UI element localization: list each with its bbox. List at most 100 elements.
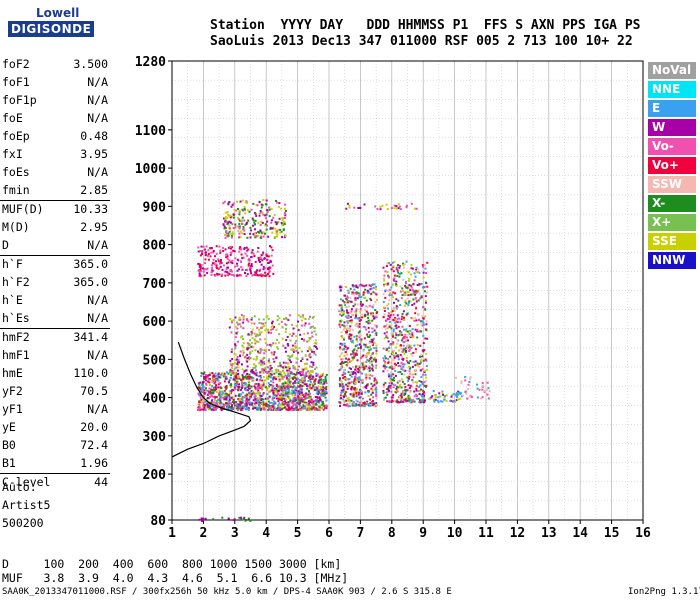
echo-point xyxy=(359,206,362,209)
echo-point xyxy=(364,326,367,329)
echo-point xyxy=(200,375,203,377)
echo-point xyxy=(221,246,224,249)
echo-point xyxy=(202,401,205,404)
echo-point xyxy=(441,400,444,403)
y-tick-label: 1280 xyxy=(135,55,166,70)
echo-point xyxy=(250,322,253,325)
echo-point xyxy=(224,227,227,229)
echo-point xyxy=(464,376,467,378)
echo-point xyxy=(275,328,278,331)
echo-point xyxy=(306,387,309,390)
echo-point xyxy=(415,393,418,396)
echo-point xyxy=(346,301,349,304)
echo-point xyxy=(375,397,378,400)
echo-point xyxy=(351,314,354,316)
echo-point xyxy=(240,393,243,396)
echo-point xyxy=(396,314,399,317)
echo-point xyxy=(278,323,281,326)
echo-point xyxy=(395,207,398,210)
echo-point xyxy=(404,369,407,372)
echo-point xyxy=(244,223,247,226)
x-tick-label: 6 xyxy=(325,526,333,541)
echo-point xyxy=(288,388,290,391)
echo-point xyxy=(373,380,376,382)
echo-point xyxy=(229,246,232,248)
echo-point xyxy=(238,386,241,388)
echo-point xyxy=(274,375,277,378)
echo-point xyxy=(279,364,282,367)
echo-point xyxy=(366,384,369,387)
echo-point xyxy=(393,301,395,304)
echo-point xyxy=(346,385,349,388)
echo-point xyxy=(278,333,281,336)
echo-point xyxy=(206,271,209,274)
echo-point xyxy=(311,350,314,353)
echo-point xyxy=(268,375,271,378)
echo-point xyxy=(218,382,221,384)
echo-point xyxy=(269,259,272,262)
echo-point xyxy=(206,254,209,257)
echo-point xyxy=(384,325,387,328)
echo-point xyxy=(367,313,369,316)
echo-point xyxy=(300,379,303,382)
echo-point xyxy=(367,290,370,293)
echo-point xyxy=(292,367,295,370)
echo-point xyxy=(225,253,227,256)
echo-point xyxy=(371,344,374,347)
echo-point xyxy=(214,398,217,401)
param-value: 341.4 xyxy=(73,330,108,344)
echo-point xyxy=(229,253,232,256)
param-row: M(D) 2.95 xyxy=(0,219,110,237)
echo-point xyxy=(239,200,242,203)
echo-point xyxy=(272,358,275,360)
echo-point xyxy=(238,393,241,396)
echo-point xyxy=(384,296,387,299)
echo-point xyxy=(209,247,212,250)
echo-point xyxy=(269,405,272,408)
echo-point xyxy=(303,332,306,335)
echo-point xyxy=(285,398,288,401)
echo-point xyxy=(371,385,374,388)
echo-point xyxy=(411,379,414,382)
echo-point xyxy=(370,393,373,396)
echo-point xyxy=(457,390,460,393)
echo-point xyxy=(402,266,405,269)
echo-point xyxy=(292,332,295,335)
echo-point xyxy=(264,403,267,406)
echo-point xyxy=(291,344,294,347)
echo-point xyxy=(407,346,410,349)
echo-point xyxy=(234,343,236,346)
echo-point xyxy=(289,373,292,376)
echo-point xyxy=(308,353,311,356)
echo-point xyxy=(264,223,267,226)
echo-point xyxy=(410,401,413,404)
echo-point xyxy=(256,274,259,277)
echo-point xyxy=(390,268,393,271)
echo-point xyxy=(256,269,259,272)
legend-item-e: E xyxy=(648,100,696,117)
echo-point xyxy=(384,363,387,366)
param-name: yF1 xyxy=(2,402,23,416)
echo-point xyxy=(375,347,378,350)
y-tick-label: 400 xyxy=(143,392,167,407)
echo-point xyxy=(408,396,411,399)
echo-point xyxy=(246,407,249,409)
echo-point xyxy=(354,323,357,326)
echo-point xyxy=(219,376,222,379)
echo-point xyxy=(297,385,300,388)
echo-point xyxy=(402,264,405,266)
echo-point xyxy=(351,341,353,344)
echo-point xyxy=(262,392,265,395)
echo-point xyxy=(339,394,342,397)
echo-point xyxy=(416,330,419,333)
echo-point xyxy=(250,272,253,275)
echo-point xyxy=(404,301,407,304)
echo-point xyxy=(371,389,374,392)
echo-point xyxy=(371,342,373,345)
echo-point xyxy=(302,380,305,382)
echo-point xyxy=(310,325,313,328)
echo-point xyxy=(273,400,276,403)
echo-point xyxy=(384,357,387,360)
echo-point xyxy=(389,401,392,404)
echo-point xyxy=(254,365,257,368)
